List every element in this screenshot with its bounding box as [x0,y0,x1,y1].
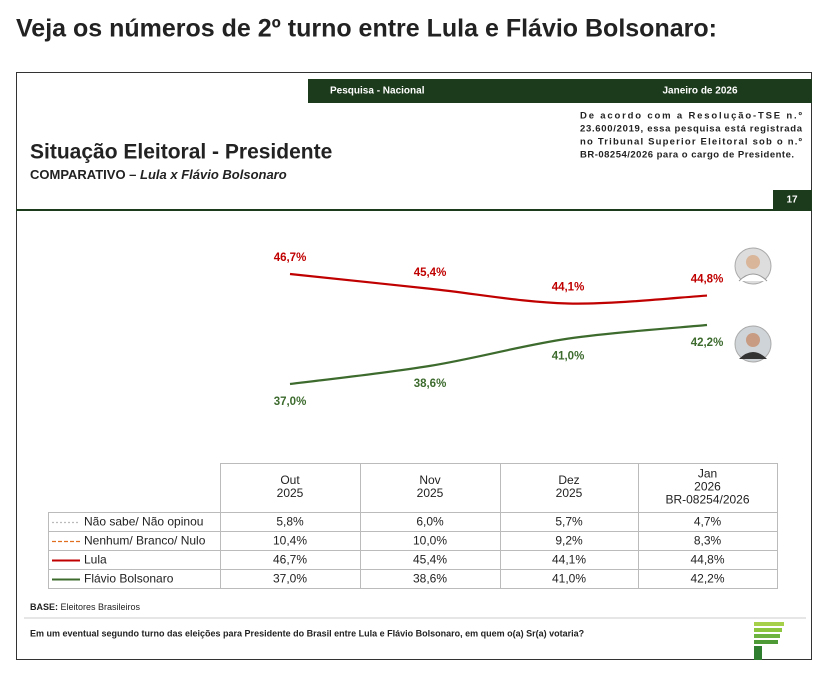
base-text: Eleitores Brasileiros [61,602,141,612]
row-label: Não sabe/ Não opinou [84,515,203,529]
data-label: 44,8% [691,274,724,286]
question: Em um eventual segundo turno das eleiçõe… [30,628,584,638]
data-label: 46,7% [274,252,307,264]
legal-line: De acordo com a Resolução-TSE n.º [580,111,803,122]
cell-value: 44,1% [552,553,586,567]
column-header: 2025 [556,486,583,500]
base-label: BASE: [30,602,58,612]
column-header: BR-08254/2026 [665,493,749,507]
base-note: BASE: Eleitores Brasileiros [30,602,141,612]
cell-value: 4,7% [694,515,722,529]
data-label: 45,4% [414,267,447,279]
cell-value: 5,7% [555,515,583,529]
cell-value: 5,8% [276,515,304,529]
flavio-photo [734,325,772,363]
cell-value: 44,8% [690,553,724,567]
page-box [773,190,812,210]
legal-line: 23.600/2019, essa pesquisa está registra… [580,124,803,135]
cell-value: 45,4% [413,553,447,567]
series-line [289,272,708,305]
page-number: 17 [786,195,798,206]
header-bar [308,79,812,103]
cell [638,569,778,589]
logo [754,622,784,660]
data-label: 44,1% [552,282,585,294]
cell-value: 8,3% [694,534,722,548]
column-header: Dez [558,473,579,487]
subtitle-prefix: COMPARATIVO – [30,167,136,182]
data-table: Out2025Nov2025Dez2025Jan2026BR-08254/202… [48,463,778,589]
column-header: Nov [419,473,440,487]
cell-value: 38,6% [413,572,447,586]
data-label: 41,0% [552,351,585,363]
slide-title: Situação Eleitoral - Presidente [30,141,332,164]
cell-value: 10,0% [413,534,447,548]
data-label: 37,0% [274,396,307,408]
column-header: 2026 [694,480,721,494]
row-label: Nenhum/ Branco/ Nulo [84,534,206,548]
cell-value: 9,2% [555,534,583,548]
series-line [289,323,708,386]
subtitle: COMPARATIVO – Lula x Flávio Bolsonaro [30,167,287,182]
row-label: Lula [84,553,107,567]
cell-value: 46,7% [273,553,307,567]
legal-line: BR-08254/2026 para o cargo de Presidente… [580,150,794,161]
header-cell [500,463,639,513]
legal-line: no Tribunal Superior Eleitoral sob o n.º [580,137,803,148]
line-chart: 46,7% 45,4% 44,1% 44,8% 37,0% 38,6% 41,0% 42,2% [274,252,724,408]
cell-value: 37,0% [273,572,307,586]
header-left: Pesquisa - Nacional [330,86,425,97]
header-cell [220,463,361,513]
lula-photo [734,247,772,285]
data-label: 38,6% [414,378,447,390]
column-header: 2025 [277,486,304,500]
row-label: Flávio Bolsonaro [84,572,174,586]
subtitle-names: Lula x Flávio Bolsonaro [140,167,287,182]
cell-value: 42,2% [690,572,724,586]
heading: Veja os números de 2º turno entre Lula e… [16,15,717,43]
column-header: 2025 [417,486,444,500]
header-right: Janeiro de 2026 [662,86,737,97]
cell-value: 41,0% [552,572,586,586]
header-cell [360,463,501,513]
data-label: 42,2% [691,337,724,349]
column-header: Jan [698,467,717,481]
cell-value: 6,0% [416,515,444,529]
header-cell [638,463,778,513]
legal-text: De acordo com a Resolução-TSE n.º 23.600/… [580,111,803,161]
cell-value: 10,4% [273,534,307,548]
column-header: Out [280,473,300,487]
